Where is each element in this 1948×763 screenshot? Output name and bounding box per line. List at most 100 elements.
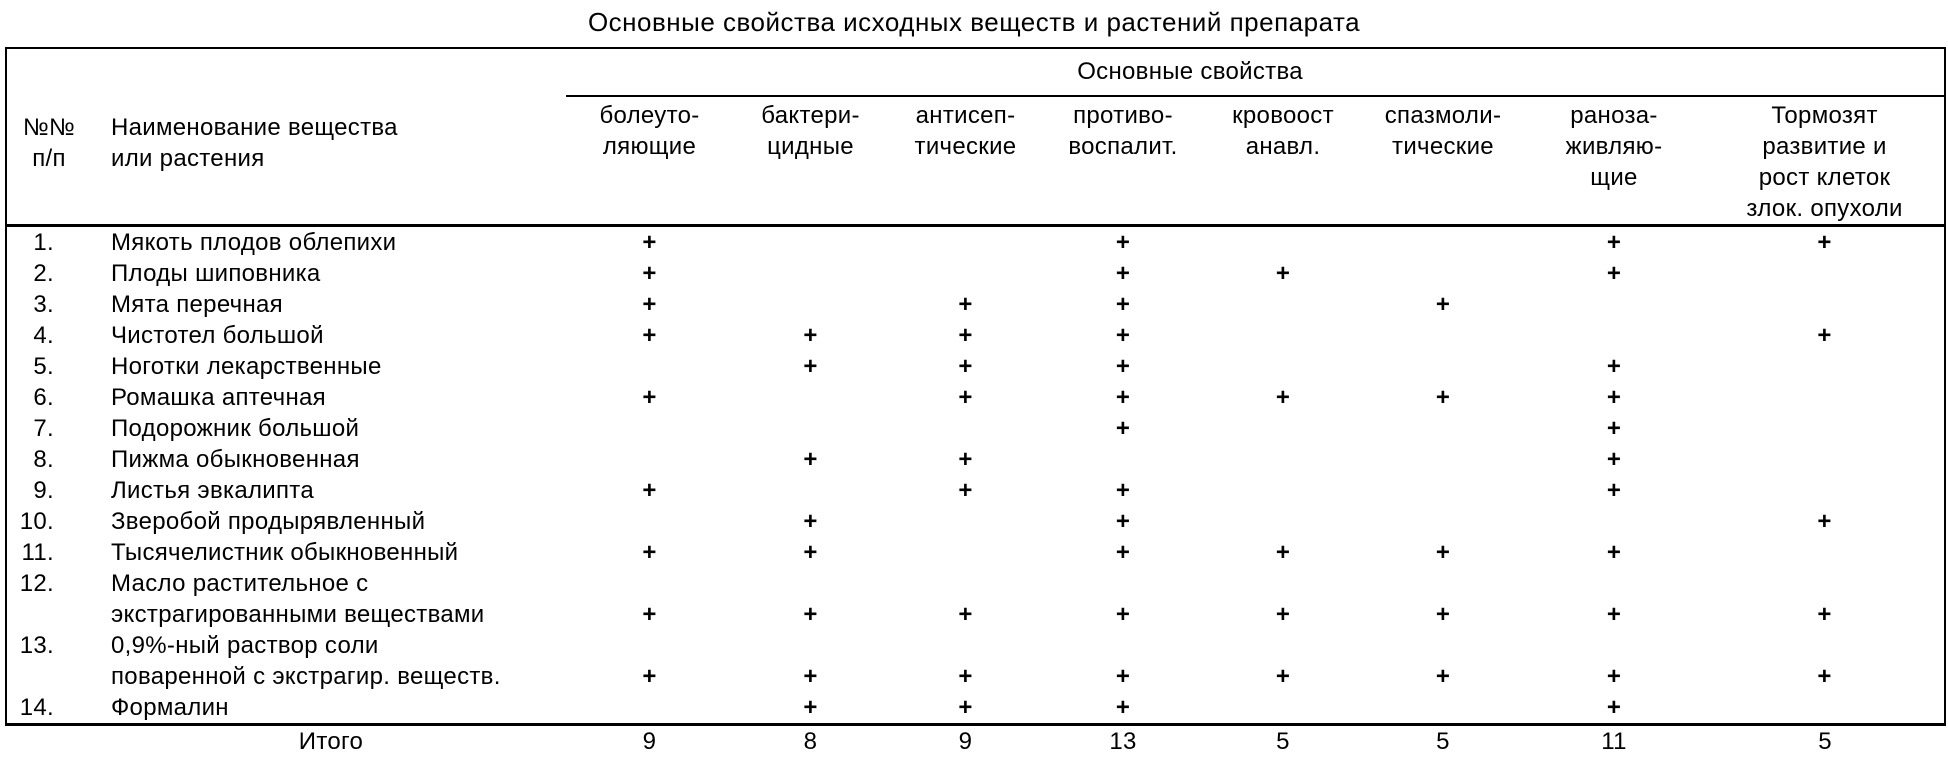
header-property-line: Тормозят xyxy=(1771,102,1878,129)
mark-cell-tumor-inhibiting xyxy=(1705,258,1947,289)
row-number: 2. xyxy=(5,258,91,289)
mark-cell-analgesic: + xyxy=(642,229,657,256)
mark-cell-bactericidal: + xyxy=(803,539,818,566)
mark-cell-anti-inflammatory: + xyxy=(1115,353,1131,380)
row-number: 10. xyxy=(5,506,91,537)
table-row-12: 12. Масло растительное с экстрагированными… xyxy=(5,568,1947,630)
header-num-col: №№ п/п xyxy=(5,47,91,227)
mark-cell-tumor-inhibiting: + xyxy=(1705,320,1947,351)
header-property-wound-healing: раноза-живляю-щие xyxy=(1523,96,1705,227)
mark-cell-tumor-inhibiting xyxy=(1705,382,1947,413)
totals-row: Итого 9 8 9 13 5 5 11 5 xyxy=(6,725,1945,758)
mark-cell-wound-healing: + xyxy=(1606,415,1622,442)
header-property-line: кровоост xyxy=(1232,102,1334,129)
table-footer: Итого 9 8 9 13 5 5 11 5 xyxy=(6,725,1945,758)
header-property-line: воспалит. xyxy=(1068,133,1178,160)
substance-name-line: Формалин xyxy=(111,694,229,721)
mark-cell-spasmolytic: + xyxy=(1435,291,1451,318)
table-row-1: 1. Мякоть плодов облепихи + + + + xyxy=(5,225,1947,259)
mark-cell-antiseptic xyxy=(888,413,1043,444)
totals-label: Итого xyxy=(298,728,364,755)
table-body: 1. Мякоть плодов облепихи + + + +2. Плоды шипо… xyxy=(5,225,1947,726)
mark-cell-tumor-inhibiting: + xyxy=(1705,225,1947,258)
mark-cell-anti-inflammatory: + xyxy=(1115,477,1131,504)
mark-cell-spasmolytic xyxy=(1363,692,1523,726)
header-property-line: спазмоли- xyxy=(1384,102,1502,129)
mark-cell-anti-inflammatory: + xyxy=(1115,601,1131,628)
mark-cell-analgesic: + xyxy=(642,539,657,566)
mark-cell-spasmolytic xyxy=(1363,258,1523,289)
row-number: 4. xyxy=(5,320,91,351)
mark-cell-hemostatic xyxy=(1203,692,1363,726)
mark-cell-analgesic: + xyxy=(642,291,657,318)
total-value-bactericidal: 8 xyxy=(803,728,818,755)
header-property-analgesic: болеуто-ляющие xyxy=(566,96,733,227)
substance-name: Листья эвкалипта xyxy=(91,475,566,506)
total-value-anti-inflammatory: 13 xyxy=(1109,728,1137,755)
header-property-line: щие xyxy=(1590,164,1638,191)
substance-name: Зверобой продырявленный xyxy=(91,506,566,537)
mark-cell-bactericidal: + xyxy=(803,322,818,349)
substance-name: Подорожник большой xyxy=(91,413,566,444)
mark-cell-tumor-inhibiting xyxy=(1705,537,1947,568)
substance-name: Тысячелистник обыкновенный xyxy=(91,537,566,568)
properties-table: №№ п/п Наименование вещества или растени… xyxy=(5,47,1947,758)
substance-name-line: Зверобой продырявленный xyxy=(111,508,426,535)
total-value-analgesic: 9 xyxy=(642,728,657,755)
substance-name: Ноготки лекарственные xyxy=(91,351,566,382)
mark-cell-hemostatic: + xyxy=(1275,663,1291,690)
substance-name-line: Ромашка аптечная xyxy=(111,384,326,411)
mark-cell-antiseptic: + xyxy=(958,446,973,473)
mark-cell-hemostatic xyxy=(1203,444,1363,475)
mark-cell-bactericidal: + xyxy=(803,601,818,628)
mark-cell-anti-inflammatory: + xyxy=(1115,291,1131,318)
header-property-line: цидные xyxy=(767,133,854,160)
table-row-5: 5. Ноготки лекарственные + + + + xyxy=(5,351,1947,382)
substance-name: Плоды шиповника xyxy=(91,258,566,289)
row-number: 12. xyxy=(5,568,91,630)
table-row-7: 7. Подорожник большой + + xyxy=(5,413,1947,444)
mark-cell-spasmolytic: + xyxy=(1435,601,1451,628)
mark-cell-analgesic xyxy=(566,351,733,382)
mark-cell-spasmolytic xyxy=(1363,475,1523,506)
table-row-11: 11. Тысячелистник обыкновенный + + + + + + xyxy=(5,537,1947,568)
mark-cell-analgesic: + xyxy=(642,322,657,349)
mark-cell-anti-inflammatory: + xyxy=(1115,663,1131,690)
row-number: 6. xyxy=(5,382,91,413)
mark-cell-antiseptic: + xyxy=(958,291,973,318)
mark-cell-bactericidal: + xyxy=(803,663,818,690)
table-row-6: 6. Ромашка аптечная + + + + + + xyxy=(5,382,1947,413)
header-row-properties: болеуто-ляющие бактери-цидные антисеп-тиче… xyxy=(6,96,1947,227)
mark-cell-bactericidal: + xyxy=(803,446,818,473)
mark-cell-analgesic: + xyxy=(642,260,657,287)
row-number: 1. xyxy=(5,225,91,258)
mark-cell-hemostatic xyxy=(1203,475,1363,506)
header-name-col: Наименование вещества или растения xyxy=(91,47,566,227)
substance-name: Чистотел большой xyxy=(91,320,566,351)
mark-cell-hemostatic xyxy=(1203,413,1363,444)
mark-cell-hemostatic: + xyxy=(1275,601,1291,628)
header-property-bactericidal: бактери-цидные xyxy=(733,96,888,227)
mark-cell-antiseptic xyxy=(888,226,1043,259)
mark-cell-tumor-inhibiting xyxy=(1705,413,1947,444)
mark-cell-wound-healing: + xyxy=(1523,692,1705,726)
mark-cell-spasmolytic xyxy=(1363,320,1523,351)
mark-cell-antiseptic: + xyxy=(958,663,973,690)
mark-cell-antiseptic: + xyxy=(958,353,973,380)
mark-cell-wound-healing: + xyxy=(1606,601,1622,628)
substance-name: Мята перечная xyxy=(91,289,566,320)
substance-name-line: поваренной с экстрагир. веществ. xyxy=(111,663,501,690)
mark-cell-spasmolytic xyxy=(1363,444,1523,475)
header-property-line: злок. опухоли xyxy=(1746,195,1903,222)
row-number: 9. xyxy=(5,475,91,506)
mark-cell-wound-healing: + xyxy=(1606,229,1622,256)
substance-name-line: Чистотел большой xyxy=(111,322,324,349)
header-property-line: раноза- xyxy=(1570,102,1658,129)
header-property-line: анавл. xyxy=(1245,133,1321,160)
substance-name-line: Листья эвкалипта xyxy=(111,477,314,504)
table-row-2: 2. Плоды шиповника + + + + xyxy=(5,258,1947,289)
mark-cell-anti-inflammatory: + xyxy=(1115,415,1131,442)
substance-name-line: Масло растительное с xyxy=(111,570,369,597)
header-property-line: противо- xyxy=(1073,102,1173,129)
total-value-spasmolytic: 5 xyxy=(1436,728,1450,755)
